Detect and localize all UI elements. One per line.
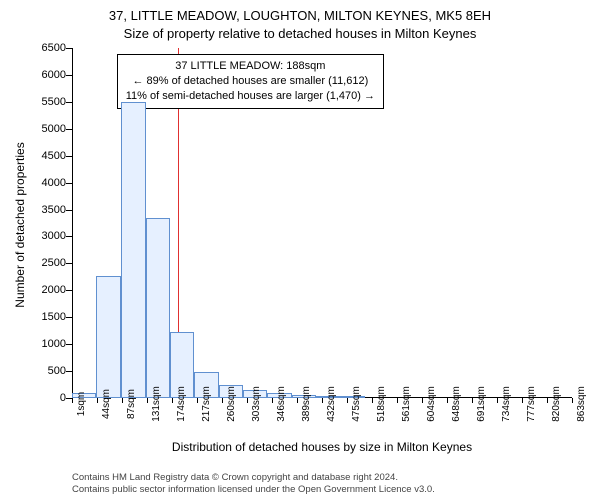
x-tick-mark xyxy=(72,398,73,403)
x-tick-label: 260sqm xyxy=(226,386,237,422)
x-tick-label: 863sqm xyxy=(576,386,587,422)
y-tick-mark xyxy=(66,183,72,184)
y-tick-mark xyxy=(66,129,72,130)
y-tick-mark xyxy=(66,156,72,157)
x-tick-mark xyxy=(197,398,198,403)
x-tick-mark xyxy=(572,398,573,403)
y-tick-label: 1000 xyxy=(6,338,66,350)
x-tick-label: 346sqm xyxy=(276,386,287,422)
x-tick-label: 604sqm xyxy=(426,386,437,422)
plot-area: 37 LITTLE MEADOW: 188sqm ← 89% of detach… xyxy=(72,48,572,398)
x-tick-label: 518sqm xyxy=(376,386,387,422)
footer-line2: Contains public sector information licen… xyxy=(72,484,435,496)
x-tick-mark xyxy=(122,398,123,403)
y-tick-mark xyxy=(66,317,72,318)
histogram-bar xyxy=(146,218,170,398)
histogram-bar xyxy=(96,276,120,398)
y-tick-mark xyxy=(66,102,72,103)
x-tick-label: 475sqm xyxy=(351,386,362,422)
y-tick-label: 6500 xyxy=(6,42,66,54)
x-tick-mark xyxy=(472,398,473,403)
y-tick-mark xyxy=(66,75,72,76)
x-tick-label: 561sqm xyxy=(401,386,412,422)
chart-title-line1: 37, LITTLE MEADOW, LOUGHTON, MILTON KEYN… xyxy=(0,8,600,23)
annotation-line2: ← 89% of detached houses are smaller (11… xyxy=(126,74,375,89)
y-tick-mark xyxy=(66,210,72,211)
x-tick-label: 648sqm xyxy=(451,386,462,422)
chart-subtitle: Size of property relative to detached ho… xyxy=(0,26,600,41)
y-tick-mark xyxy=(66,236,72,237)
footer-line1: Contains HM Land Registry data © Crown c… xyxy=(72,472,435,484)
x-tick-mark xyxy=(547,398,548,403)
y-tick-mark xyxy=(66,290,72,291)
x-tick-label: 1sqm xyxy=(76,392,87,416)
x-tick-label: 734sqm xyxy=(501,386,512,422)
x-tick-label: 44sqm xyxy=(101,389,112,419)
x-tick-label: 432sqm xyxy=(326,386,337,422)
footer-attribution: Contains HM Land Registry data © Crown c… xyxy=(72,472,435,496)
y-tick-label: 500 xyxy=(6,365,66,377)
x-tick-mark xyxy=(322,398,323,403)
x-tick-mark xyxy=(522,398,523,403)
x-tick-label: 820sqm xyxy=(551,386,562,422)
annotation-line3: 11% of semi-detached houses are larger (… xyxy=(126,89,375,104)
histogram-bar xyxy=(121,102,146,398)
x-axis-label: Distribution of detached houses by size … xyxy=(72,440,572,454)
x-tick-mark xyxy=(147,398,148,403)
x-tick-mark xyxy=(372,398,373,403)
x-tick-mark xyxy=(247,398,248,403)
x-tick-mark xyxy=(347,398,348,403)
x-tick-mark xyxy=(397,398,398,403)
x-tick-label: 87sqm xyxy=(126,389,137,419)
y-tick-label: 4500 xyxy=(6,150,66,162)
x-tick-mark xyxy=(297,398,298,403)
x-tick-mark xyxy=(172,398,173,403)
x-tick-label: 691sqm xyxy=(476,386,487,422)
x-tick-label: 777sqm xyxy=(526,386,537,422)
x-tick-mark xyxy=(222,398,223,403)
x-tick-mark xyxy=(97,398,98,403)
x-tick-mark xyxy=(447,398,448,403)
x-tick-label: 174sqm xyxy=(176,386,187,422)
x-tick-mark xyxy=(422,398,423,403)
annotation-line1: 37 LITTLE MEADOW: 188sqm xyxy=(126,59,375,74)
y-tick-label: 1500 xyxy=(6,311,66,323)
y-tick-mark xyxy=(66,371,72,372)
x-tick-label: 131sqm xyxy=(151,386,162,422)
y-tick-label: 2000 xyxy=(6,284,66,296)
y-tick-mark xyxy=(66,48,72,49)
x-tick-label: 303sqm xyxy=(251,386,262,422)
y-tick-label: 6000 xyxy=(6,69,66,81)
x-tick-mark xyxy=(272,398,273,403)
x-tick-label: 217sqm xyxy=(201,386,212,422)
y-tick-mark xyxy=(66,344,72,345)
y-tick-label: 0 xyxy=(6,392,66,404)
y-tick-label: 2500 xyxy=(6,257,66,269)
x-tick-label: 389sqm xyxy=(301,386,312,422)
y-tick-label: 5000 xyxy=(6,123,66,135)
y-tick-label: 5500 xyxy=(6,96,66,108)
annotation-box: 37 LITTLE MEADOW: 188sqm ← 89% of detach… xyxy=(117,54,384,109)
x-tick-mark xyxy=(497,398,498,403)
y-tick-mark xyxy=(66,263,72,264)
y-tick-label: 4000 xyxy=(6,177,66,189)
y-tick-label: 3000 xyxy=(6,230,66,242)
y-tick-label: 3500 xyxy=(6,204,66,216)
